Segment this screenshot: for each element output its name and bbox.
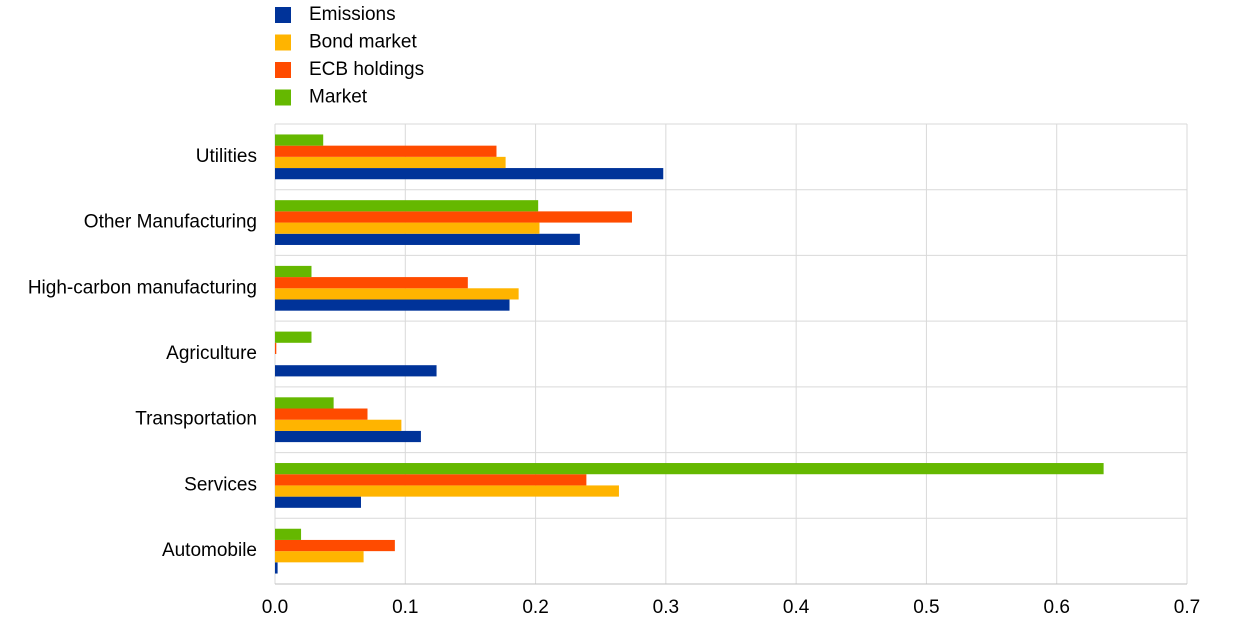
bar (275, 288, 519, 300)
bar (275, 408, 368, 420)
y-tick-label: Transportation (135, 409, 257, 430)
bar (275, 463, 1104, 475)
bar (275, 299, 510, 311)
y-tick-label: High-carbon manufacturing (28, 277, 257, 298)
bar (275, 485, 619, 497)
legend-swatch (275, 34, 291, 51)
x-tick-label: 0.2 (522, 597, 548, 618)
y-tick-label: Automobile (162, 540, 257, 561)
x-tick-label: 0.1 (392, 597, 418, 618)
x-tick-label: 0.7 (1174, 597, 1200, 618)
x-tick-label: 0.0 (262, 597, 288, 618)
x-tick-label: 0.5 (913, 597, 939, 618)
legend-swatch (275, 89, 291, 106)
bar (275, 551, 364, 563)
bar (275, 342, 277, 354)
x-tick-label: 0.4 (783, 597, 810, 618)
bar (275, 156, 506, 169)
bar (275, 222, 540, 234)
x-tick-label: 0.6 (1044, 597, 1070, 618)
y-tick-label: Other Manufacturing (84, 212, 257, 233)
legend-label: Market (309, 87, 368, 108)
y-tick-label: Agriculture (166, 343, 257, 364)
bar (275, 474, 587, 486)
legend-swatch (275, 62, 291, 78)
legend-label: Emissions (309, 4, 396, 25)
legend-label: Bond market (309, 32, 417, 53)
y-tick-label: Utilities (196, 146, 257, 167)
bar (275, 211, 632, 223)
bar (275, 265, 312, 278)
bar (275, 168, 664, 180)
x-tick-label: 0.3 (653, 597, 679, 618)
bar (275, 528, 302, 540)
legend-swatch (275, 7, 291, 23)
bar (275, 277, 468, 289)
bar (275, 496, 361, 508)
bar (275, 233, 580, 245)
bar (275, 397, 334, 409)
bar (275, 200, 539, 212)
bar (275, 365, 437, 377)
bar (275, 134, 324, 146)
bar (275, 331, 312, 343)
bar (275, 562, 278, 574)
legend-label: ECB holdings (309, 59, 424, 80)
bar (275, 419, 402, 431)
bar (275, 145, 497, 157)
y-tick-label: Services (184, 474, 257, 495)
bar (275, 539, 395, 552)
bar (275, 430, 421, 443)
